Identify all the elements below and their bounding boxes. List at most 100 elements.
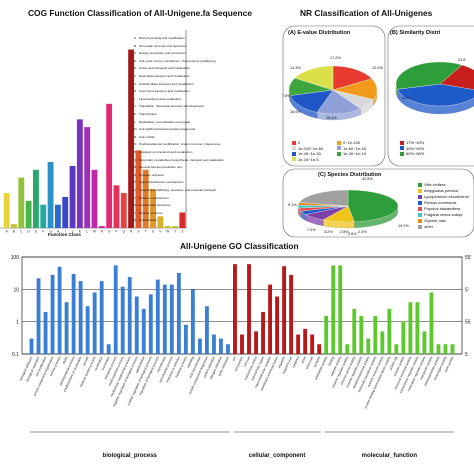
- go-bar: [373, 315, 378, 354]
- cog-bar-A: [3, 193, 10, 228]
- cog-legend-item: R General function prediction only: [134, 165, 183, 169]
- legend-swatch: [292, 151, 296, 156]
- cog-legend-code: V: [134, 195, 137, 200]
- a-pct-6: 12.0%: [372, 66, 383, 70]
- cog-tick-label: V: [159, 230, 162, 234]
- go-bar: [275, 296, 280, 354]
- legend-label: 1e-15~1e-5: [298, 156, 319, 162]
- cog-legend-item: W Extracellular structures: [134, 203, 170, 207]
- cog-legend-item: F Nucleotide transport and metabolism: [134, 74, 189, 78]
- cog-legend-item: I Lipid transport and metabolism: [134, 97, 181, 101]
- go-group-label: molecular_function: [362, 453, 418, 459]
- go-right-tick-label: 5: [465, 352, 468, 358]
- go-bar: [310, 334, 315, 354]
- legend-swatch: [418, 218, 422, 223]
- legend-item: 40%~60%: [400, 146, 424, 151]
- legend-label: Vitis vinifera: [424, 182, 446, 187]
- cog-tick-label: Q: [123, 230, 126, 234]
- go-bar: [268, 284, 272, 354]
- cog-bar-V: [157, 216, 164, 228]
- cog-legend-item: H Coenzyme transport and metabolism: [134, 89, 190, 93]
- legend-item: Populus balsamifera: [418, 206, 460, 211]
- cog-legend-code: B: [134, 43, 137, 48]
- go-bar: [352, 308, 357, 354]
- cog-legend-item: G Carbohydrate transport and metabolism: [134, 82, 194, 86]
- go-bar: [289, 274, 294, 354]
- go-x-tick-label: organelle: [277, 355, 286, 368]
- legend-item: 60%~80%: [400, 151, 424, 156]
- cog-tick-label: O: [108, 230, 111, 234]
- legend-swatch: [292, 157, 296, 162]
- cog-legend-item: U Intracellular trafficking, secretion, a…: [134, 188, 216, 192]
- cog-legend-item: N Cell motility: [134, 135, 155, 139]
- cog-legend-code: W: [134, 203, 137, 208]
- cog-tick-label: F: [42, 230, 44, 234]
- go-bar: [443, 344, 448, 354]
- go-x-tick-label: localization: [93, 355, 103, 371]
- cog-legend-code: F: [134, 74, 136, 78]
- cog-chart-title: COG Function Classification of All-Unige…: [28, 8, 252, 18]
- go-bar: [338, 265, 343, 354]
- legend-label: 60%~80%: [406, 151, 425, 156]
- go-x-tick-label: cell junction: [233, 355, 244, 372]
- go-bar: [36, 278, 41, 354]
- cog-legend-label: Signal transduction mechanisms: [139, 180, 184, 185]
- legend-swatch: [337, 151, 341, 156]
- legend-label: Populus balsamifera: [424, 206, 461, 211]
- cog-bar-F: [40, 204, 47, 228]
- nr-title: NR Classification of All-Unigenes: [300, 8, 433, 18]
- cog-legend-label: Cell wall/membrane/envelope biogenesis: [139, 127, 196, 132]
- go-x-tick-label: reproduction: [156, 355, 167, 373]
- cog-legend-code: J: [134, 104, 136, 109]
- legend-item: 17%~40%: [400, 140, 424, 145]
- cog-bar-H: [54, 204, 61, 228]
- go-bar: [247, 264, 251, 354]
- species-frame: [282, 168, 474, 238]
- cog-tick-label: K: [79, 230, 82, 234]
- go-x-tick-label: toxin activity: [444, 355, 455, 372]
- cog-bar-B: [11, 224, 17, 228]
- legend-item: Lycopersicon esculentum: [418, 194, 469, 199]
- legend-item: Ricinus communis: [418, 200, 456, 205]
- legend-item: 1e-30~1e-15: [337, 151, 366, 156]
- go-bar: [450, 344, 455, 354]
- go-bar: [380, 331, 385, 354]
- cog-bar-C: [18, 177, 25, 228]
- cog-legend-label: Transcription: [139, 112, 157, 116]
- go-x-tick-label: organelle part: [281, 356, 293, 375]
- go-bar: [127, 277, 132, 354]
- go-bar: [78, 281, 83, 354]
- cog-legend-code: L: [134, 119, 136, 124]
- b-pct-1: 21.8: [458, 58, 466, 62]
- cog-x-axis-label: Function Class: [48, 232, 81, 237]
- legend-swatch: [292, 140, 296, 145]
- cog-legend-item: K Transcription: [134, 112, 157, 116]
- go-y-tick-label: 1: [16, 320, 19, 326]
- a-pct-2: 14.3%: [290, 66, 301, 70]
- go-y-tick-label: 100: [11, 255, 20, 261]
- c-pct-3: 7.0%: [307, 228, 316, 232]
- cog-legend-code: Z: [134, 218, 136, 223]
- legend-label: Fragaria vesca subsp.: [424, 212, 464, 217]
- legend-item: Fragaria vesca subsp.: [418, 212, 463, 217]
- legend-swatch: [418, 224, 422, 229]
- go-x-tick-label: locomotion: [101, 355, 111, 371]
- cog-legend-label: General function prediction only: [139, 165, 183, 170]
- cog-legend-code: S: [134, 172, 137, 177]
- cog-bar-E: [33, 169, 39, 228]
- cog-legend-code: Y: [134, 210, 137, 215]
- legend-label: 1e-30~1e-15: [343, 151, 366, 156]
- cog-legend-code: N: [134, 134, 137, 139]
- cog-bar-L: [84, 127, 91, 228]
- legend-item: Vitis vinifera: [418, 182, 446, 187]
- legend-swatch: [418, 200, 422, 205]
- go-bar: [422, 331, 427, 354]
- go-bar: [204, 306, 209, 354]
- cog-bar-Y: [172, 226, 178, 228]
- legend-label: 1e-100~1e-60: [298, 145, 324, 151]
- cog-tick-label: P: [115, 230, 117, 234]
- go-bar: [317, 344, 322, 354]
- go-x-tick-label: cell: [231, 355, 237, 361]
